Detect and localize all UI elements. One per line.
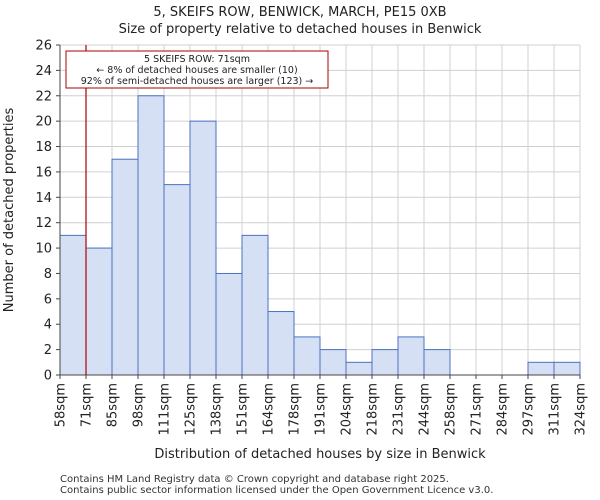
histogram-bar: [423, 349, 451, 376]
x-tick-label: 284sqm: [496, 383, 511, 436]
y-tick-label: 10: [35, 242, 52, 257]
histogram-bar: [319, 349, 347, 376]
histogram-bar: [345, 361, 373, 376]
x-tick-label: 125sqm: [184, 383, 199, 436]
histogram-bar: [85, 247, 113, 376]
histogram-bar: [137, 95, 165, 376]
y-tick-label: 20: [35, 115, 52, 130]
x-tick-label: 258sqm: [444, 383, 459, 436]
histogram-bar: [267, 311, 295, 376]
y-tick-label: 16: [35, 165, 52, 180]
histogram-bar: [371, 349, 399, 376]
x-tick-label: 191sqm: [314, 383, 329, 436]
y-axis-title: Number of detached properties: [2, 108, 17, 313]
x-tick-label: 311sqm: [548, 383, 563, 436]
y-tick-label: 8: [44, 267, 52, 282]
y-tick-label: 12: [35, 216, 52, 231]
annotation-line-1: 5 SKEIFS ROW: 71sqm: [144, 54, 250, 65]
x-tick-label: 271sqm: [470, 383, 485, 436]
footer-copyright: Contains HM Land Registry data © Crown c…: [60, 474, 449, 485]
histogram-bar: [163, 184, 191, 376]
annotation-box: [65, 50, 329, 89]
x-tick-label: 85sqm: [106, 383, 121, 427]
y-tick-label: 4: [44, 318, 52, 333]
x-tick-label: 244sqm: [418, 383, 433, 436]
x-tick-label: 164sqm: [262, 383, 277, 436]
x-axis-title: Distribution of detached houses by size …: [154, 447, 486, 462]
x-tick-label: 98sqm: [132, 383, 147, 427]
y-tick-label: 22: [35, 89, 52, 104]
histogram-bar: [215, 272, 243, 376]
chart-title: 5, SKEIFS ROW, BENWICK, MARCH, PE15 0XB: [153, 5, 447, 20]
x-tick-label: 297sqm: [522, 383, 537, 436]
x-tick-label: 218sqm: [366, 383, 381, 436]
y-tick-label: 26: [35, 39, 52, 54]
histogram-bar: [189, 120, 217, 376]
histogram-bar: [553, 361, 581, 376]
x-tick-label: 324sqm: [574, 383, 589, 436]
x-tick-label: 71sqm: [80, 383, 95, 427]
histogram-bar: [397, 336, 425, 376]
y-tick-label: 2: [44, 343, 52, 358]
footer-licence: Contains public sector information licen…: [60, 485, 494, 496]
histogram-bar: [527, 361, 555, 376]
y-tick-label: 0: [44, 369, 52, 384]
y-tick-label: 24: [35, 64, 52, 79]
x-tick-label: 111sqm: [158, 383, 173, 436]
annotation-line-2: ← 8% of detached houses are smaller (10): [96, 65, 297, 76]
x-tick-label: 204sqm: [340, 383, 355, 436]
y-tick-label: 6: [44, 292, 52, 307]
x-tick-label: 231sqm: [392, 383, 407, 436]
x-tick-label: 58sqm: [54, 383, 69, 427]
x-tick-label: 151sqm: [236, 383, 251, 436]
histogram-bar: [59, 234, 87, 376]
x-tick-label: 138sqm: [210, 383, 225, 436]
annotation-line-3: 92% of semi-detached houses are larger (…: [81, 76, 314, 87]
histogram-bar: [111, 158, 139, 376]
histogram-bar: [241, 234, 269, 376]
chart-subtitle: Size of property relative to detached ho…: [118, 22, 482, 37]
x-tick-label: 178sqm: [288, 383, 303, 436]
histogram-bar: [293, 336, 321, 376]
y-tick-label: 18: [35, 140, 52, 155]
y-tick-label: 14: [35, 191, 52, 206]
